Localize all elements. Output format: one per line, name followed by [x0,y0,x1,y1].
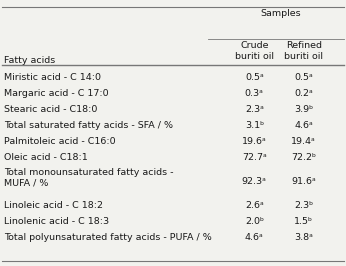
Text: Samples: Samples [260,9,301,18]
Text: 2.0ᵇ: 2.0ᵇ [245,217,264,226]
Text: 92.3ᵃ: 92.3ᵃ [242,177,267,186]
Text: 3.9ᵇ: 3.9ᵇ [294,105,313,114]
Text: 3.8ᵃ: 3.8ᵃ [294,233,313,242]
Text: 1.5ᵇ: 1.5ᵇ [294,217,313,226]
Text: Total monounsaturated fatty acids -
MUFA / %: Total monounsaturated fatty acids - MUFA… [4,168,174,188]
Text: Palmitoleic acid - C16:0: Palmitoleic acid - C16:0 [4,137,116,146]
Text: 4.6ᵃ: 4.6ᵃ [245,233,264,242]
Text: 4.6ᵃ: 4.6ᵃ [294,121,313,130]
Text: Linoleic acid - C 18:2: Linoleic acid - C 18:2 [4,201,103,210]
Text: 0.5ᵃ: 0.5ᵃ [294,73,313,82]
Text: 19.6ᵃ: 19.6ᵃ [242,137,267,146]
Text: Refined
buriti oil: Refined buriti oil [284,41,323,61]
Text: Miristic acid - C 14:0: Miristic acid - C 14:0 [4,73,101,82]
Text: 19.4ᵃ: 19.4ᵃ [291,137,316,146]
Text: 3.1ᵇ: 3.1ᵇ [245,121,264,130]
Text: 0.2ᵃ: 0.2ᵃ [294,89,313,98]
Text: Stearic acid - C18:0: Stearic acid - C18:0 [4,105,98,114]
Text: 2.6ᵃ: 2.6ᵃ [245,201,264,210]
Text: Total saturated fatty acids - SFA / %: Total saturated fatty acids - SFA / % [4,121,173,130]
Text: Margaric acid - C 17:0: Margaric acid - C 17:0 [4,89,109,98]
Text: 2.3ᵃ: 2.3ᵃ [245,105,264,114]
Text: 91.6ᵃ: 91.6ᵃ [291,177,316,186]
Text: 72.2ᵇ: 72.2ᵇ [291,153,316,162]
Text: Linolenic acid - C 18:3: Linolenic acid - C 18:3 [4,217,109,226]
Text: Oleic acid - C18:1: Oleic acid - C18:1 [4,153,88,162]
Text: Fatty acids: Fatty acids [4,56,55,65]
Text: 0.5ᵃ: 0.5ᵃ [245,73,264,82]
Text: Total polyunsaturated fatty acids - PUFA / %: Total polyunsaturated fatty acids - PUFA… [4,233,212,242]
Text: Crude
buriti oil: Crude buriti oil [235,41,274,61]
Text: 2.3ᵇ: 2.3ᵇ [294,201,313,210]
Text: 0.3ᵃ: 0.3ᵃ [245,89,264,98]
Text: 72.7ᵃ: 72.7ᵃ [242,153,267,162]
